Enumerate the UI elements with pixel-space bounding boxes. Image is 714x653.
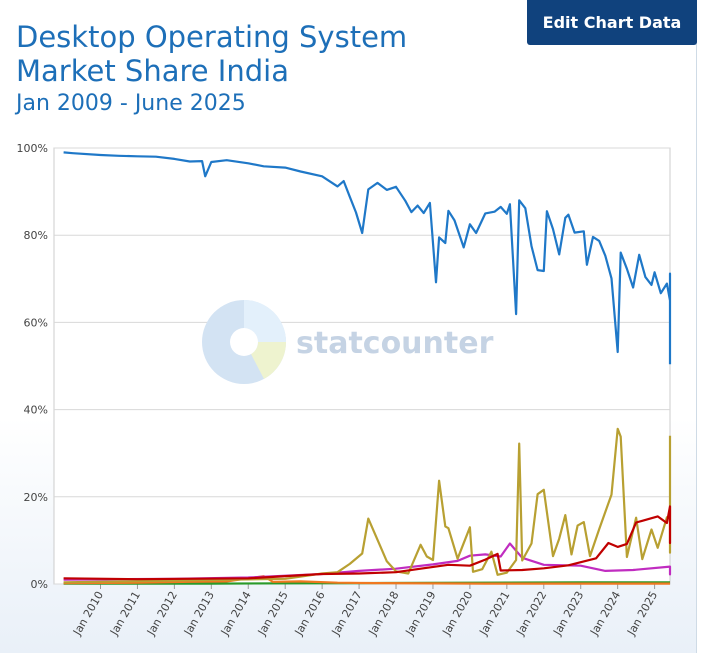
watermark-logo-hole: [230, 328, 258, 356]
right-divider: [696, 40, 697, 653]
y-tick-label: 40%: [24, 404, 48, 417]
windows-line: [63, 151, 672, 365]
edit-chart-data-button[interactable]: Edit Chart Data: [527, 0, 697, 45]
other-line: [63, 427, 672, 584]
plot-area: [53, 147, 671, 585]
y-tick-label: 80%: [24, 229, 48, 242]
statcounter-watermark: statcounter: [202, 300, 494, 384]
y-tick-label: 0%: [31, 578, 48, 591]
series-lines: [63, 151, 672, 585]
y-tick-label: 20%: [24, 491, 48, 504]
page-subtitle: Jan 2009 - June 2025: [16, 91, 246, 116]
y-tick-label: 100%: [17, 142, 48, 155]
watermark-text: statcounter: [296, 326, 494, 361]
watermark-logo-slice-blue: [244, 300, 286, 342]
y-axis: 0% 20% 40% 60% 80% 100%: [17, 142, 48, 591]
watermark-logo-slice-yellow: [251, 342, 287, 379]
macos-line: [63, 505, 672, 581]
y-tick-label: 60%: [24, 316, 48, 329]
page-title: Desktop Operating System Market Share In…: [16, 20, 408, 88]
unknown-line: [63, 575, 670, 585]
